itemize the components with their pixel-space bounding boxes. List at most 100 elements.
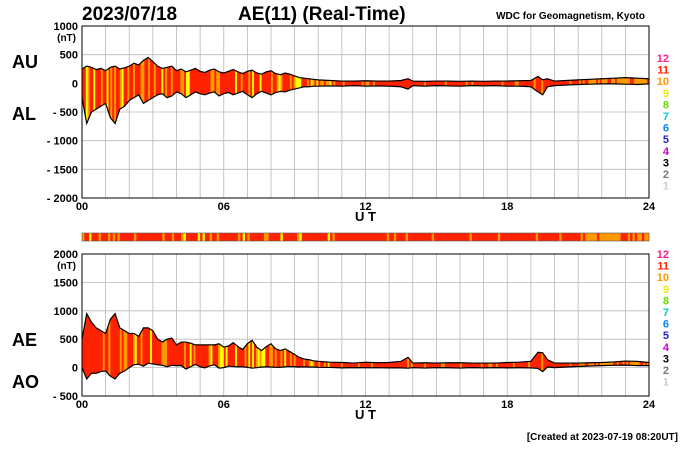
strip-segment <box>379 233 383 241</box>
color-stripe <box>212 313 215 379</box>
color-stripe <box>630 313 633 379</box>
strip-segment <box>119 233 123 241</box>
color-stripe <box>255 57 259 124</box>
strip-segment <box>573 233 577 241</box>
color-stripe <box>571 313 574 379</box>
color-stripe <box>535 313 538 379</box>
strip-segment <box>429 233 433 241</box>
color-stripe <box>117 57 121 124</box>
strip-segment <box>195 233 199 241</box>
color-stripe <box>102 313 106 379</box>
color-stripe <box>378 313 382 379</box>
color-stripe <box>95 313 98 379</box>
color-stripe <box>242 313 245 379</box>
strip-segment <box>384 233 388 241</box>
color-stripe <box>611 313 614 379</box>
color-stripe <box>148 313 151 379</box>
legend-number: 6 <box>663 319 669 331</box>
color-stripe <box>503 313 506 379</box>
color-stripe <box>335 313 338 379</box>
strip-segment <box>374 233 378 241</box>
color-stripe <box>528 313 531 379</box>
strip-segment <box>500 233 503 241</box>
x-tick-label: 00 <box>76 399 88 411</box>
color-stripe <box>397 313 400 379</box>
strip-segment <box>327 233 331 241</box>
strip-segment <box>228 233 232 241</box>
strip-segment <box>214 233 218 241</box>
strip-segment <box>530 233 534 241</box>
color-stripe <box>596 313 599 379</box>
color-stripe <box>134 313 138 379</box>
legend-number: 10 <box>657 272 669 284</box>
strip-segment <box>311 233 314 241</box>
strip-segment <box>292 233 296 241</box>
color-stripe <box>367 313 370 379</box>
color-stripe <box>165 313 168 379</box>
strip-segment <box>412 233 416 241</box>
color-stripe <box>129 313 132 379</box>
color-stripe <box>116 57 119 124</box>
color-stripe <box>119 57 123 124</box>
color-stripe <box>305 313 308 379</box>
legend-number: 7 <box>663 111 669 123</box>
strip-segment <box>280 233 284 241</box>
color-stripe <box>151 313 155 379</box>
strip-segment <box>493 233 496 241</box>
color-stripe <box>184 57 187 124</box>
color-stripe <box>469 313 472 379</box>
strip-segment <box>233 233 236 241</box>
color-stripe <box>450 313 453 379</box>
color-stripe <box>168 313 172 379</box>
strip-segment <box>618 233 622 241</box>
color-stripe <box>271 313 274 379</box>
strip-segment <box>462 233 466 241</box>
strip-segment <box>561 233 565 241</box>
color-stripe <box>202 57 206 124</box>
color-stripe <box>495 313 499 379</box>
color-stripe <box>272 313 276 379</box>
color-stripe <box>191 57 194 124</box>
color-stripe <box>550 313 554 379</box>
color-stripe <box>327 313 330 379</box>
color-stripe <box>543 57 546 124</box>
color-stripe <box>352 313 355 379</box>
color-stripe <box>180 313 183 379</box>
strip-segment <box>511 233 515 241</box>
color-stripe <box>546 313 550 379</box>
y-tick-label: 0 <box>72 363 78 375</box>
color-stripe <box>189 313 193 379</box>
color-stripe <box>622 313 625 379</box>
strip-segment <box>211 233 215 241</box>
strip-segment <box>540 233 544 241</box>
color-stripe <box>267 57 270 124</box>
color-stripe <box>518 313 521 379</box>
strip-segment <box>245 233 248 241</box>
legend-number: 11 <box>657 261 669 273</box>
color-stripe <box>104 57 107 124</box>
color-stripe <box>259 57 262 124</box>
color-stripe <box>100 57 104 124</box>
plot-frame-bottom <box>81 253 650 397</box>
legend-number: 8 <box>663 99 669 111</box>
x-axis-label: U T <box>355 407 376 422</box>
strip-segment <box>497 233 501 241</box>
strip-segment <box>563 233 567 241</box>
color-stripe <box>267 313 270 379</box>
color-stripe <box>151 57 155 124</box>
color-stripe <box>308 313 312 379</box>
strip-segment <box>393 233 397 241</box>
strip-segment <box>315 233 319 241</box>
strip-segment <box>344 233 347 241</box>
y-tick-label: - 1000 <box>47 136 78 148</box>
strip-segment <box>287 233 291 241</box>
strip-segment <box>263 233 267 241</box>
color-stripe <box>357 313 361 379</box>
color-stripe <box>269 313 272 379</box>
color-stripe <box>633 313 637 379</box>
y-tick-label: 1000 <box>54 306 78 318</box>
color-stripe <box>556 313 559 379</box>
strip-segment <box>332 233 336 241</box>
strip-segment <box>526 233 529 241</box>
